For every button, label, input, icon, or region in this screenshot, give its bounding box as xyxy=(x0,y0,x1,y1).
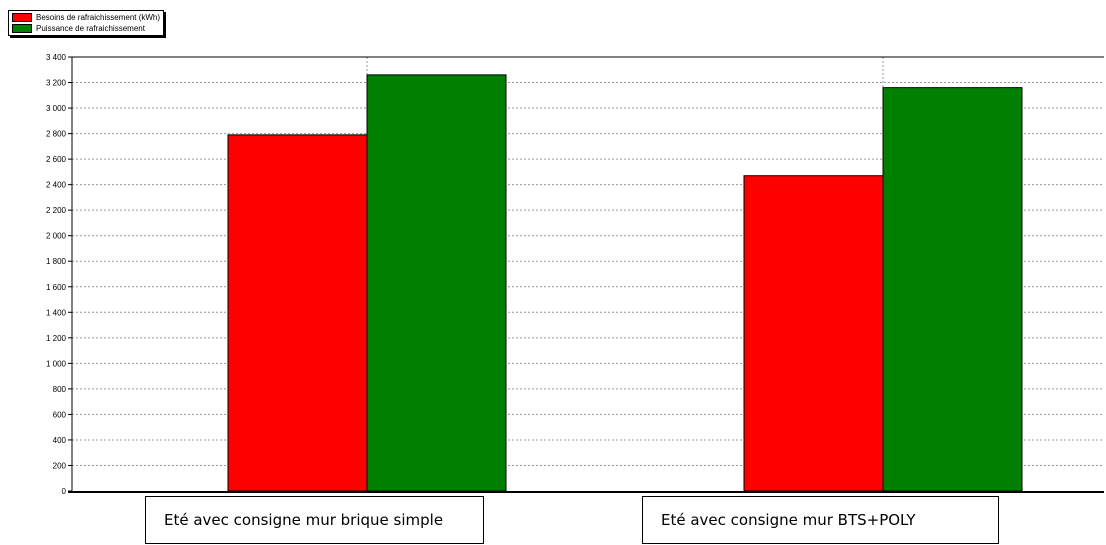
y-tick-label: 400 xyxy=(53,436,67,445)
y-tick-label: 2 400 xyxy=(46,181,67,190)
y-tick-label: 0 xyxy=(62,487,67,496)
y-tick-label: 1 600 xyxy=(46,283,67,292)
y-tick-label: 2 800 xyxy=(46,130,67,139)
category-label-brique: Eté avec consigne mur brique simple xyxy=(145,496,484,544)
y-tick-label: 1 400 xyxy=(46,308,67,317)
y-tick-label: 3 200 xyxy=(46,79,67,88)
y-tick-label: 3 400 xyxy=(46,53,67,62)
legend-label-besoins: Besoins de rafraichissement (kWh) xyxy=(36,13,161,22)
y-tick-label: 800 xyxy=(53,385,67,394)
y-tick-label: 1 200 xyxy=(46,334,67,343)
y-tick-label: 2 200 xyxy=(46,206,67,215)
bar xyxy=(743,175,884,492)
legend-swatch-green xyxy=(12,24,32,33)
category-label-bts-poly: Eté avec consigne mur BTS+POLY xyxy=(642,496,999,544)
bar xyxy=(366,74,507,492)
y-tick-label: 2 600 xyxy=(46,155,67,164)
y-tick-label: 1 800 xyxy=(46,257,67,266)
bar xyxy=(227,134,368,492)
legend-label-puissance: Puissance de rafraichissement xyxy=(36,24,145,33)
y-tick-label: 200 xyxy=(53,461,67,470)
legend-swatch-red xyxy=(12,13,32,22)
legend-item-besoins: Besoins de rafraichissement (kWh) xyxy=(12,12,160,23)
y-tick-label: 2 000 xyxy=(46,232,67,241)
legend-item-puissance: Puissance de rafraichissement xyxy=(12,23,160,34)
bar xyxy=(882,87,1023,492)
chart-legend: Besoins de rafraichissement (kWh) Puissa… xyxy=(8,10,165,36)
y-tick-label: 1 000 xyxy=(46,359,67,368)
y-tick-label: 3 000 xyxy=(46,104,67,113)
y-tick-label: 600 xyxy=(53,410,67,419)
